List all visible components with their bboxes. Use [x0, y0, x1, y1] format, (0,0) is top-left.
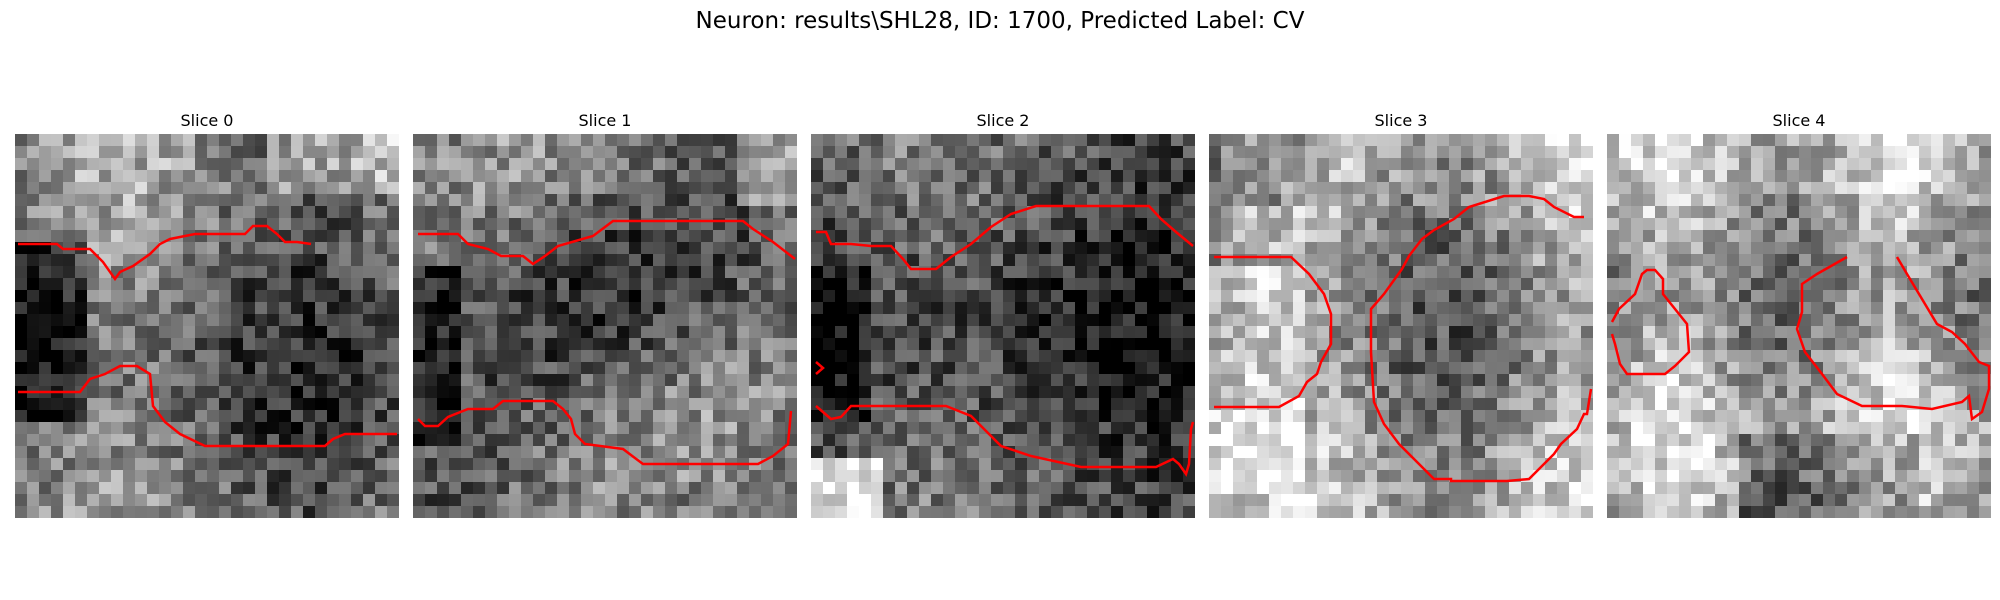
slice-title: Slice 0	[180, 111, 234, 130]
slice-image	[413, 134, 797, 518]
panel-slice-4: Slice 4	[1607, 110, 1991, 518]
panel-slice-3: Slice 3	[1209, 110, 1593, 518]
contour-line	[1369, 194, 1593, 483]
contour-line	[418, 219, 796, 266]
slice-image	[811, 134, 1195, 518]
panel-slice-0: Slice 0	[15, 110, 399, 518]
slice-image	[15, 134, 399, 518]
contour-line	[18, 224, 312, 282]
contour-line	[815, 404, 1195, 477]
slice-title: Slice 4	[1772, 111, 1826, 130]
contour-line	[18, 364, 397, 448]
slice-title: Slice 2	[976, 111, 1030, 130]
contour-line	[417, 399, 793, 466]
contour-line	[1214, 255, 1333, 409]
slice-title: Slice 1	[578, 111, 632, 130]
contour-line	[1610, 268, 1691, 376]
contour-line	[815, 361, 825, 375]
contour-line	[816, 204, 1194, 271]
panel-slice-2: Slice 2	[811, 110, 1195, 518]
contour-line	[1795, 255, 1991, 422]
slice-image	[1209, 134, 1593, 518]
panel-slice-1: Slice 1	[413, 110, 797, 518]
figure-title: Neuron: results\SHL28, ID: 1700, Predict…	[695, 8, 1305, 34]
slice-image	[1607, 134, 1991, 518]
slice-title: Slice 3	[1374, 111, 1428, 130]
